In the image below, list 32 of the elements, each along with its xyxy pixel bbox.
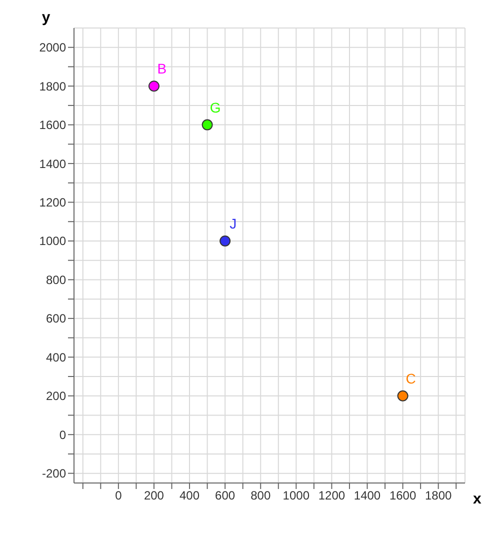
y-tick-label: 1000 — [39, 234, 66, 248]
y-tick-label: 200 — [46, 389, 66, 404]
y-tick-label: 1800 — [39, 79, 66, 94]
x-tick-label: 1800 — [424, 488, 452, 503]
point — [148, 80, 160, 92]
x-tick-label: 800 — [250, 488, 271, 503]
series-label: C — [406, 370, 416, 386]
y-axis-title: y — [42, 9, 51, 26]
y-tick-label: 400 — [46, 350, 66, 364]
y-tick-label: -200 — [42, 466, 66, 481]
x-tick-label: 1000 — [282, 488, 310, 503]
point — [397, 390, 408, 402]
point — [202, 119, 213, 130]
y-tick-label: 2000 — [39, 40, 66, 55]
y-tick-label: 0 — [59, 428, 66, 442]
x-tick-label: 600 — [215, 488, 236, 503]
point — [220, 235, 231, 246]
y-tick-label: 1200 — [39, 196, 66, 210]
x-tick-label: 1600 — [389, 488, 416, 503]
x-tick-label: 1400 — [354, 488, 381, 503]
x-tick-label: 200 — [144, 488, 164, 503]
y-tick-label: 600 — [46, 312, 66, 326]
series-label: G — [210, 99, 221, 116]
series-label: B — [157, 60, 167, 77]
x-tick-label: 0 — [115, 488, 122, 503]
x-tick-label: 400 — [180, 488, 200, 503]
y-tick-label: 1600 — [39, 118, 66, 132]
series-label: J — [230, 215, 237, 232]
x-tick-label: 1200 — [318, 488, 346, 503]
y-tick-label: 800 — [46, 272, 66, 287]
x-axis-title: x — [473, 490, 482, 508]
y-tick-label: 1400 — [39, 156, 66, 171]
